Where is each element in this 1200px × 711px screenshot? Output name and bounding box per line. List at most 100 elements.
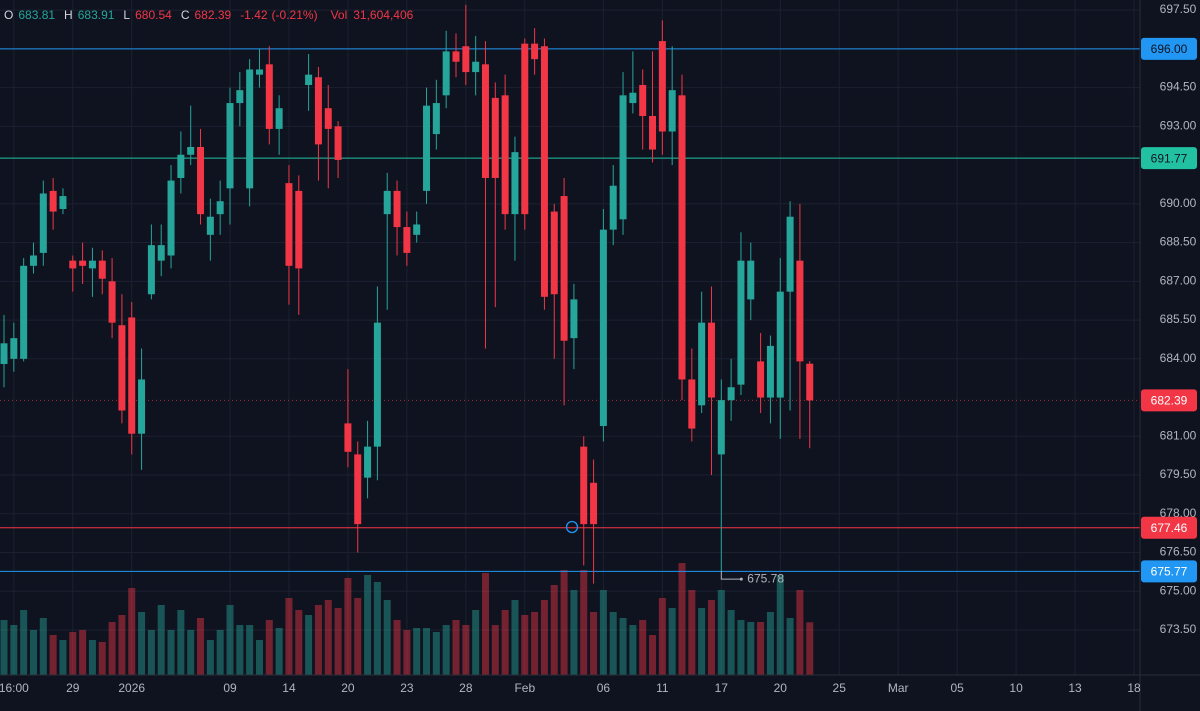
candle-body	[79, 260, 87, 266]
candle-body	[187, 146, 195, 155]
volume-bar	[59, 640, 67, 675]
candle-body	[295, 190, 303, 269]
candle-body	[373, 322, 381, 447]
volume-bar	[649, 635, 657, 675]
volume-bar	[39, 618, 47, 675]
candle-body	[413, 224, 421, 235]
candle-body	[590, 482, 598, 525]
candle-body	[570, 299, 578, 339]
candle-body	[707, 322, 715, 398]
volume-bar	[88, 640, 96, 675]
volume-bar	[580, 570, 588, 675]
candle-body	[658, 41, 666, 132]
candle-body	[432, 103, 440, 135]
x-tick-label: 28	[459, 681, 473, 695]
x-tick-label: Feb	[514, 681, 535, 695]
volume-bar	[206, 640, 214, 675]
candle-body	[20, 265, 28, 359]
volume-bar	[364, 575, 372, 675]
candle-body	[39, 193, 47, 253]
volume-bar	[236, 625, 244, 675]
header-value: 682.39	[194, 8, 231, 22]
volume-bar	[255, 640, 263, 675]
candle-body	[10, 338, 18, 359]
candle-body	[786, 216, 794, 292]
x-tick-label: 13	[1068, 681, 1082, 695]
volume-bar	[187, 630, 195, 675]
volume-bar	[707, 600, 715, 675]
header-label: C	[181, 8, 190, 22]
price-label: 675.77	[1151, 565, 1188, 579]
candle-body	[737, 260, 745, 385]
volume-bar	[776, 575, 784, 675]
volume-bar	[334, 608, 342, 675]
volume-bar	[599, 590, 607, 675]
volume-bar	[128, 588, 136, 675]
volume-bar	[481, 573, 489, 675]
x-tick-label: 23	[400, 681, 414, 695]
x-tick-label: Mar	[888, 681, 909, 695]
volume-bar	[354, 598, 362, 675]
price-label-bg	[1141, 389, 1197, 412]
volume-bar	[639, 620, 647, 675]
header-change: -1.42	[240, 8, 268, 22]
candle-body	[649, 115, 657, 150]
candle-body	[0, 343, 8, 364]
candle-body	[521, 43, 529, 215]
header-value: 680.54	[135, 8, 172, 22]
candle-body	[275, 108, 283, 129]
x-tick-label: 11	[656, 681, 669, 695]
volume-bar	[393, 620, 401, 675]
candle-body	[501, 95, 509, 215]
drawing-handle[interactable]	[565, 520, 579, 534]
x-tick-label: 25	[833, 681, 847, 695]
volume-bar	[147, 630, 155, 675]
volume-bar	[531, 612, 539, 675]
candle-body	[364, 446, 372, 478]
y-tick-label: 693.00	[1160, 118, 1197, 132]
x-tick-label: 2026	[118, 681, 145, 695]
volume-bar	[157, 605, 165, 675]
candle-body	[305, 74, 313, 85]
candle-body	[727, 387, 735, 401]
volume-bar	[806, 622, 814, 675]
header-value: 683.91	[78, 8, 115, 22]
price-label-bg	[1141, 560, 1197, 583]
price-label-bg	[1141, 37, 1197, 60]
candle-body	[29, 255, 37, 266]
candle-body	[167, 180, 175, 256]
volume-bar	[69, 632, 77, 675]
x-tick-label: 29	[66, 681, 80, 695]
candle-body	[481, 64, 489, 178]
candle-body	[246, 69, 254, 189]
header-change-pct: (-0.21%)	[272, 8, 318, 22]
volume-bar	[658, 598, 666, 675]
candle-body	[766, 345, 774, 398]
candle-body	[108, 281, 116, 323]
volume-bar	[246, 625, 254, 675]
volume-bar	[737, 620, 745, 675]
candle-body	[442, 51, 450, 96]
candle-body	[49, 190, 57, 212]
candle-body	[344, 423, 352, 452]
volume-bar	[678, 563, 686, 675]
volume-bar	[344, 578, 352, 675]
volume-bar	[560, 570, 568, 675]
y-tick-label: 675.00	[1160, 583, 1197, 597]
volume-bar	[766, 612, 774, 675]
y-tick-label: 690.00	[1160, 196, 1197, 210]
volume-bar	[314, 605, 322, 675]
y-tick-label: 697.50	[1160, 2, 1197, 16]
candle-body	[354, 454, 362, 525]
x-tick-label: 16:00	[0, 681, 29, 695]
candle-body	[540, 46, 548, 297]
candle-body	[550, 211, 558, 295]
header-label: O	[4, 8, 13, 22]
candle-body	[88, 260, 96, 269]
candle-body	[157, 245, 165, 261]
volume-bar	[619, 618, 627, 675]
volume-bar	[285, 598, 293, 675]
x-tick-label: 09	[223, 681, 237, 695]
x-tick-label: 20	[341, 681, 355, 695]
